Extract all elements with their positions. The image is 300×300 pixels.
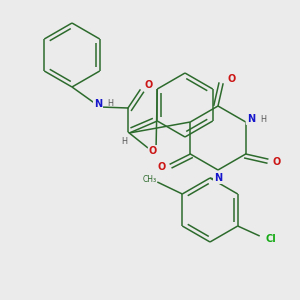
Text: O: O <box>149 146 157 156</box>
Text: O: O <box>273 157 281 167</box>
Text: O: O <box>157 162 165 172</box>
Text: N: N <box>214 173 222 183</box>
Text: N: N <box>94 99 102 109</box>
Text: CH₃: CH₃ <box>142 175 156 184</box>
Text: N: N <box>247 114 255 124</box>
Text: H: H <box>121 136 127 146</box>
Text: H: H <box>261 115 267 124</box>
Text: O: O <box>228 74 236 84</box>
Text: H: H <box>107 100 113 109</box>
Text: Cl: Cl <box>265 234 276 244</box>
Text: O: O <box>145 80 153 90</box>
